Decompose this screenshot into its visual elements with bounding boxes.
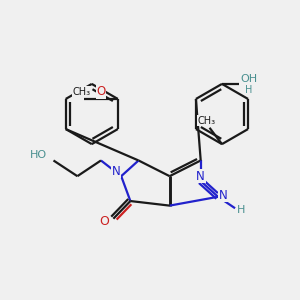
Text: H: H (237, 205, 245, 215)
Text: OH: OH (240, 74, 257, 84)
Text: H: H (245, 85, 253, 95)
Text: N: N (219, 189, 227, 202)
Text: CH₃: CH₃ (197, 116, 215, 126)
Text: O: O (96, 85, 105, 98)
Text: N: N (112, 165, 121, 178)
Text: HO: HO (30, 150, 47, 160)
Text: O: O (99, 215, 109, 229)
Text: CH₃: CH₃ (73, 87, 91, 97)
Text: N: N (196, 170, 205, 183)
